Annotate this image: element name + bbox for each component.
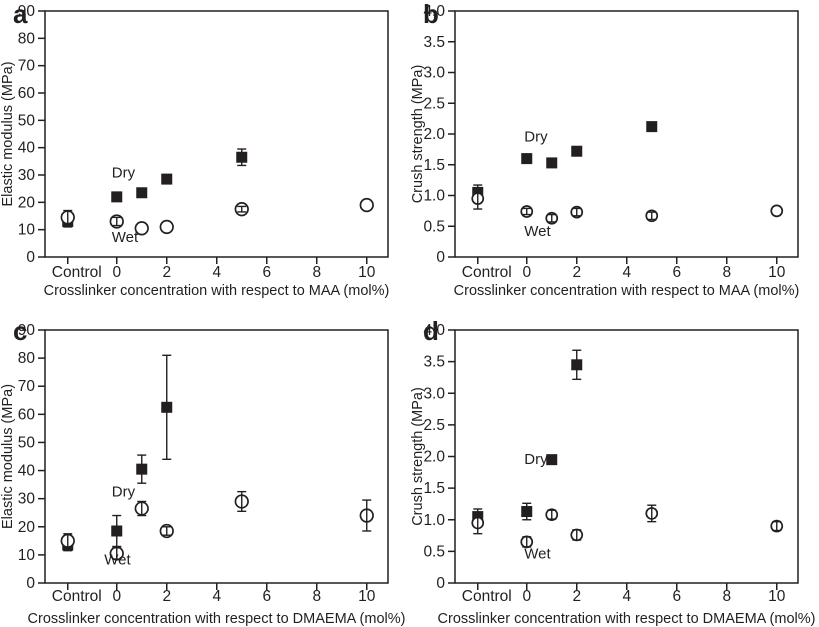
svg-text:50: 50: [18, 112, 36, 129]
svg-text:30: 30: [18, 167, 36, 184]
chart-d-crush-strength-vs-dmaema: 0 0.5 1.0 1.5 2.0 2.5 3.0 3.5 4.0 Control 0 2 4 6 8 10 C…: [410, 322, 816, 627]
svg-text:4: 4: [212, 588, 221, 605]
svg-text:Control: Control: [462, 264, 512, 281]
svg-text:3.5: 3.5: [423, 354, 445, 371]
svg-text:Crosslinker concentration with: Crosslinker concentration with respect t…: [454, 283, 800, 299]
svg-text:0: 0: [112, 588, 121, 605]
svg-text:4.0: 4.0: [423, 322, 445, 339]
svg-text:6: 6: [672, 264, 681, 281]
panel-letter-d: d: [423, 316, 439, 346]
svg-text:3.5: 3.5: [423, 34, 445, 51]
svg-text:1.5: 1.5: [423, 157, 445, 174]
svg-text:Control: Control: [462, 588, 512, 605]
svg-text:0: 0: [522, 588, 531, 605]
svg-text:Dry: Dry: [112, 484, 136, 501]
panel-d: 0 0.5 1.0 1.5 2.0 2.5 3.0 3.5 4.0 Control 0 2 4 6 8 10 C…: [410, 303, 819, 627]
svg-text:40: 40: [18, 463, 36, 480]
svg-text:Wet: Wet: [524, 223, 551, 240]
svg-text:70: 70: [18, 378, 36, 395]
svg-text:Dry: Dry: [524, 451, 548, 468]
svg-text:1.0: 1.0: [423, 512, 445, 529]
svg-text:20: 20: [18, 194, 36, 211]
svg-text:Crosslinker concentration with: Crosslinker concentration with respect t…: [44, 283, 390, 299]
svg-text:10: 10: [18, 222, 36, 239]
svg-text:0: 0: [436, 575, 445, 592]
svg-text:0: 0: [112, 264, 121, 281]
svg-text:4.0: 4.0: [423, 3, 445, 20]
svg-text:2.0: 2.0: [423, 449, 445, 466]
svg-text:Wet: Wet: [104, 552, 131, 569]
svg-text:60: 60: [18, 85, 36, 102]
svg-text:Crosslinker concentration with: Crosslinker concentration with respect t…: [438, 611, 816, 627]
svg-text:90: 90: [18, 322, 36, 339]
svg-text:6: 6: [262, 588, 271, 605]
svg-text:10: 10: [768, 588, 786, 605]
svg-text:80: 80: [18, 350, 36, 367]
svg-text:8: 8: [722, 588, 731, 605]
svg-text:Crush strength (MPa): Crush strength (MPa): [410, 387, 426, 526]
svg-text:10: 10: [768, 264, 786, 281]
svg-text:Crush strength (MPa): Crush strength (MPa): [410, 65, 426, 204]
panel-a: 0 10 20 30 40 50 60 70 80 90 Control 0 2 4 6 8 10 Crossli…: [0, 0, 410, 303]
svg-text:2: 2: [162, 264, 171, 281]
svg-text:2: 2: [572, 588, 581, 605]
svg-text:80: 80: [18, 30, 36, 47]
svg-text:0: 0: [26, 575, 35, 592]
svg-text:Elastic modulus (MPa): Elastic modulus (MPa): [0, 384, 16, 529]
svg-text:20: 20: [18, 519, 36, 536]
svg-text:Control: Control: [52, 264, 102, 281]
svg-text:0: 0: [522, 264, 531, 281]
panel-c: 0 10 20 30 40 50 60 70 80 90 Control 0 2 4 6 8 10 Crossli…: [0, 303, 410, 627]
svg-text:6: 6: [672, 588, 681, 605]
svg-text:2: 2: [162, 588, 171, 605]
svg-text:90: 90: [18, 3, 36, 20]
svg-text:0: 0: [436, 249, 445, 266]
svg-text:10: 10: [18, 547, 36, 564]
svg-text:40: 40: [18, 140, 36, 157]
chart-a-elastic-modulus-vs-maa: 0 10 20 30 40 50 60 70 80 90 Control 0 2 4 6 8 10 Crossli…: [0, 3, 390, 299]
svg-text:1.0: 1.0: [423, 188, 445, 205]
svg-text:Dry: Dry: [524, 128, 548, 145]
svg-text:30: 30: [18, 491, 36, 508]
svg-text:Dry: Dry: [112, 164, 136, 181]
chart-c-elastic-modulus-vs-dmaema: 0 10 20 30 40 50 60 70 80 90 Control 0 2 4 6 8 10 Crossli…: [0, 322, 406, 627]
svg-text:Control: Control: [52, 588, 102, 605]
panel-b: 0 0.5 1.0 1.5 2.0 2.5 3.0 3.5 4.0 Control 0 2 4 6 8 10 C…: [410, 0, 819, 303]
svg-text:8: 8: [312, 264, 321, 281]
svg-text:Crosslinker concentration with: Crosslinker concentration with respect t…: [28, 611, 406, 627]
svg-text:10: 10: [358, 264, 376, 281]
svg-text:10: 10: [358, 588, 376, 605]
svg-text:2.0: 2.0: [423, 126, 445, 143]
svg-text:Wet: Wet: [112, 229, 139, 246]
svg-text:60: 60: [18, 406, 36, 423]
svg-text:8: 8: [722, 264, 731, 281]
svg-text:2.5: 2.5: [423, 95, 445, 112]
svg-text:50: 50: [18, 434, 36, 451]
svg-text:4: 4: [622, 588, 631, 605]
panel-letter-c: c: [13, 316, 28, 346]
svg-text:2: 2: [572, 264, 581, 281]
svg-text:0: 0: [26, 249, 35, 266]
svg-text:8: 8: [312, 588, 321, 605]
svg-text:1.5: 1.5: [423, 480, 445, 497]
svg-text:Wet: Wet: [524, 545, 551, 562]
svg-text:6: 6: [262, 264, 271, 281]
chart-b-crush-strength-vs-maa: 0 0.5 1.0 1.5 2.0 2.5 3.0 3.5 4.0 Control 0 2 4 6 8 10 C…: [410, 3, 800, 299]
svg-text:70: 70: [18, 58, 36, 75]
svg-text:0.5: 0.5: [423, 218, 445, 235]
svg-text:4: 4: [622, 264, 631, 281]
svg-text:4: 4: [212, 264, 221, 281]
svg-text:2.5: 2.5: [423, 417, 445, 434]
panel-letter-a: a: [13, 0, 28, 29]
svg-text:0.5: 0.5: [423, 543, 445, 560]
panel-letter-b: b: [423, 0, 439, 29]
svg-text:Elastic modulus (MPa): Elastic modulus (MPa): [0, 61, 16, 206]
svg-text:3.0: 3.0: [423, 385, 445, 402]
svg-text:3.0: 3.0: [423, 65, 445, 82]
